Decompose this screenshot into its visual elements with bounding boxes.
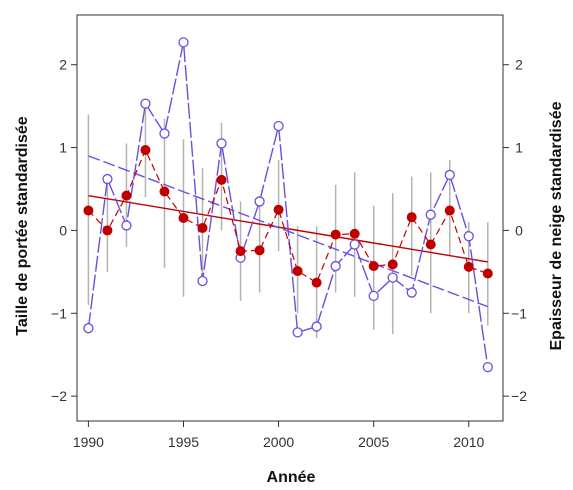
litter-point	[83, 205, 94, 216]
y-tick-label-left: 2	[59, 57, 67, 73]
litter-point	[178, 213, 189, 223]
litter-point	[197, 222, 208, 233]
litter-point	[330, 229, 341, 240]
snow-point	[83, 323, 94, 334]
litter-point	[368, 261, 379, 272]
axis-ticks: 1990 1995 2000 2005 2010 −2 −2 −1 −1 0 0 1 1 2 2	[51, 57, 527, 450]
litter-point	[273, 204, 284, 215]
snow-point	[311, 321, 322, 332]
y-tick-label-left: 0	[59, 222, 67, 238]
y-tick-label-right: 2	[515, 57, 523, 73]
litter-point	[425, 239, 436, 250]
data-points	[83, 37, 493, 373]
litter-point	[482, 268, 493, 279]
y-axis-title-left: Taille de portée standardisée	[14, 116, 31, 335]
litter-series-line	[87, 148, 488, 284]
series-lines	[87, 42, 489, 368]
snow-point	[216, 138, 227, 149]
litter-point	[235, 246, 246, 257]
y-tick-label-left: 1	[59, 140, 67, 156]
snow-point	[387, 272, 398, 283]
snow-point	[349, 239, 360, 250]
snow-point	[292, 327, 303, 338]
y-tick-label-left: −2	[51, 388, 67, 404]
snow-point	[273, 120, 284, 132]
snow-series-line	[87, 42, 489, 368]
litter-point	[121, 190, 132, 201]
snow-point	[121, 220, 132, 231]
litter-point	[254, 245, 265, 256]
litter-point	[387, 259, 398, 270]
snow-point	[482, 361, 493, 373]
x-tick-label: 1990	[73, 434, 104, 450]
x-axis-title: Année	[267, 469, 316, 486]
litter-point	[102, 225, 113, 236]
litter-point	[311, 277, 322, 288]
snow-point	[330, 260, 341, 272]
litter-point	[463, 261, 474, 272]
snow-point	[254, 196, 265, 207]
y-tick-label-right: 1	[515, 140, 523, 156]
snow-point	[178, 37, 189, 48]
y-tick-label-left: −1	[51, 305, 67, 321]
snow-point	[444, 169, 455, 181]
litter-point	[406, 212, 417, 223]
snow-point	[368, 290, 379, 302]
snow-point	[197, 275, 208, 287]
litter-point	[349, 228, 360, 239]
snow-point	[463, 231, 474, 242]
snow-point	[406, 287, 417, 298]
x-tick-label: 2000	[263, 434, 294, 450]
litter-point	[444, 205, 455, 216]
litter-point	[140, 145, 151, 156]
litter-point	[216, 174, 227, 185]
snow-point	[159, 128, 170, 139]
x-tick-label: 2005	[358, 434, 389, 450]
x-tick-label: 2010	[453, 434, 484, 450]
snow-point	[140, 98, 151, 109]
snow-point	[425, 209, 436, 220]
litter-point	[159, 186, 170, 197]
litter-point	[292, 266, 303, 277]
y-tick-label-right: 0	[515, 222, 523, 238]
y-axis-title-right: Epaisseur de neige standardisée	[548, 101, 565, 350]
plot-frame	[76, 14, 504, 422]
x-tick-label: 1995	[168, 434, 199, 450]
snow-point	[102, 173, 113, 185]
y-tick-label-right: −2	[511, 388, 527, 404]
plot-border	[76, 14, 504, 422]
y-tick-label-right: −1	[511, 305, 527, 321]
